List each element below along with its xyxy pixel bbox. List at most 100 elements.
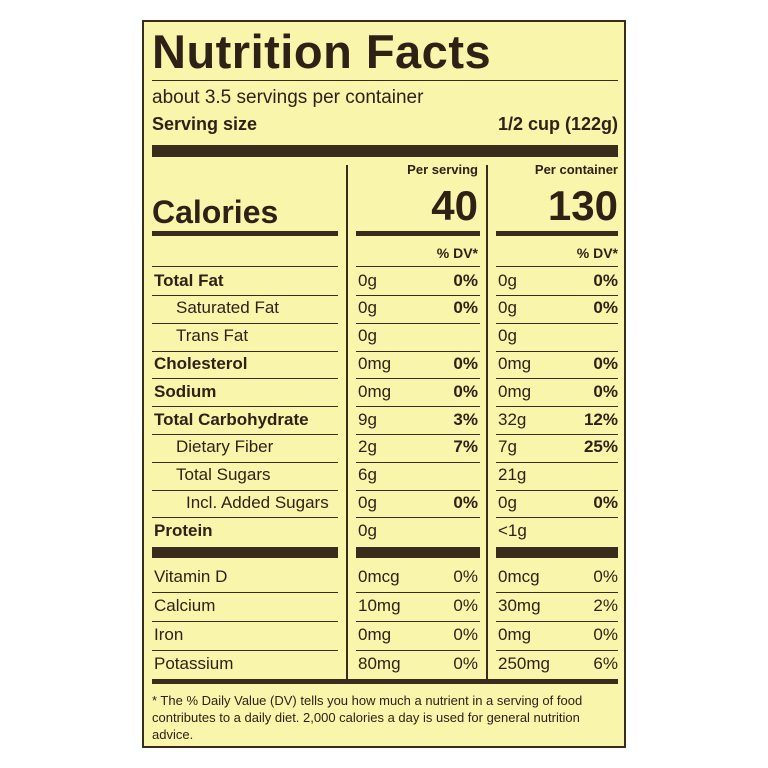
serving-dv: 0% (453, 353, 478, 373)
serving-dv: 0% (453, 624, 478, 644)
divider (356, 322, 480, 324)
serving-amount: 0g (358, 270, 377, 290)
serving-dv: 7% (453, 437, 478, 457)
divider (152, 489, 338, 491)
serving-dv: 0% (453, 595, 478, 615)
divider (356, 378, 480, 380)
divider (356, 266, 480, 267)
divider (152, 433, 338, 435)
divider (152, 406, 338, 408)
nutrient-name: Cholesterol (154, 353, 248, 373)
divider (356, 649, 480, 651)
container-dv: 6% (593, 653, 618, 673)
nutrient-name: Total Sugars (176, 465, 271, 485)
bar (496, 547, 618, 558)
per-serving-header: Per serving (407, 162, 478, 177)
container-dv: 12% (583, 409, 618, 429)
serving-amount: 0mg (358, 381, 392, 401)
bar (356, 231, 480, 236)
serving-dv: 0% (453, 653, 478, 673)
divider (496, 294, 618, 296)
serving-amount: 2g (358, 437, 377, 457)
divider (152, 350, 338, 352)
nutrient-name: Saturated Fat (176, 298, 280, 318)
nutrient-name: Sodium (154, 381, 217, 401)
divider (356, 489, 480, 491)
serving-amount: 0mcg (358, 566, 400, 586)
container-dv: 0% (593, 492, 618, 512)
container-dv: 0% (593, 566, 618, 586)
divider (152, 517, 338, 519)
calories-per-container: 130 (547, 182, 618, 229)
container-amount: 0g (498, 298, 517, 318)
serving-dv: 3% (453, 409, 478, 429)
divider (496, 433, 618, 435)
container-dv: 0% (593, 381, 618, 401)
container-amount: 7g (498, 437, 517, 457)
nutrient-name: Protein (154, 520, 213, 540)
nutrient-name: Potassium (154, 653, 234, 673)
serving-amount: 6g (358, 465, 377, 485)
container-dv: 2% (593, 595, 618, 615)
container-amount: 30mg (498, 595, 541, 615)
divider (356, 591, 480, 593)
container-amount: 0g (498, 270, 517, 290)
bar (152, 547, 338, 558)
serving-amount: 10mg (358, 595, 401, 615)
title: Nutrition Facts (152, 25, 492, 78)
nutrient-name: Vitamin D (154, 566, 228, 586)
per-container-header: Per container (534, 162, 618, 177)
nutrient-name: Calcium (154, 595, 216, 615)
serving-dv: 0% (453, 270, 478, 290)
divider (152, 322, 338, 324)
thick-bar (152, 679, 618, 684)
container-amount: 0g (498, 326, 517, 346)
serving-dv: 0% (453, 492, 478, 512)
footnote: * The % Daily Value (DV) tells you how m… (152, 693, 583, 742)
container-amount: 0mg (498, 381, 532, 401)
divider (152, 294, 338, 296)
divider (152, 80, 618, 81)
container-amount: 0mg (498, 624, 532, 644)
divider (496, 649, 618, 651)
divider (496, 378, 618, 380)
container-dv: 25% (583, 437, 618, 457)
serving-dv: 0% (453, 566, 478, 586)
serving-amount: 0mg (358, 353, 392, 373)
divider (356, 294, 480, 296)
column-line (346, 165, 348, 680)
container-dv: 0% (593, 270, 618, 290)
serving-amount: 9g (358, 409, 377, 429)
column-line (486, 165, 488, 680)
nutrient-name: Total Fat (154, 270, 224, 290)
nutrient-name: Total Carbohydrate (154, 409, 309, 429)
serving-amount: 0g (358, 520, 377, 540)
divider (356, 620, 480, 622)
divider (152, 266, 338, 267)
serving-size-label: Serving size (152, 114, 258, 134)
divider (152, 461, 338, 463)
divider (496, 350, 618, 352)
bar (496, 231, 618, 236)
container-amount: <1g (498, 520, 527, 540)
divider (356, 433, 480, 435)
dv-header: % DV* (576, 245, 618, 261)
serving-size-value: 1/2 cup (122g) (497, 114, 618, 134)
calories-label: Calories (152, 194, 279, 230)
container-amount: 0mg (498, 353, 532, 373)
serving-amount: 0g (358, 298, 377, 318)
serving-amount: 0g (358, 326, 377, 346)
divider (496, 266, 618, 267)
bar (152, 231, 338, 236)
nutrition-label: Nutrition Facts about 3.5 servings per c… (142, 20, 626, 748)
serving-amount: 0mg (358, 624, 392, 644)
serving-amount: 0g (358, 492, 377, 512)
bar (356, 547, 480, 558)
divider (152, 591, 338, 593)
dv-header: % DV* (436, 245, 478, 261)
container-amount: 32g (498, 409, 527, 429)
divider (496, 517, 618, 519)
divider (152, 620, 338, 622)
divider (356, 350, 480, 352)
